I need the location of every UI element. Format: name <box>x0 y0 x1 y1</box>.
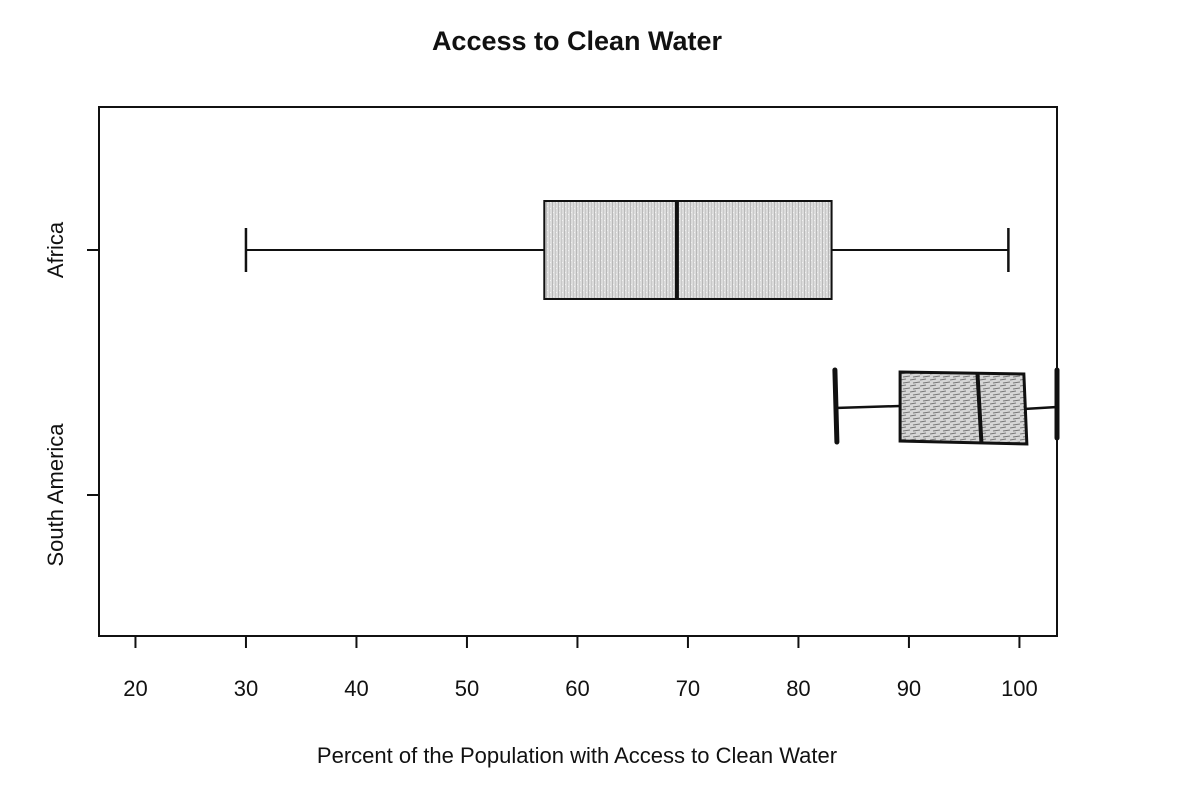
y-tick-label-africa: Africa <box>43 221 68 278</box>
x-tick-label: 50 <box>455 676 479 701</box>
chart-title: Access to Clean Water <box>432 26 723 56</box>
x-tick-label: 80 <box>786 676 810 701</box>
x-axis-label: Percent of the Population with Access to… <box>317 743 837 768</box>
x-tick-label: 70 <box>676 676 700 701</box>
box-africa <box>244 200 1010 300</box>
x-tick-label: 20 <box>123 676 147 701</box>
y-tick-label-south-america: South America <box>43 423 68 567</box>
iqr-box <box>898 370 1029 446</box>
whisker-high <box>1023 405 1058 411</box>
iqr-box <box>543 200 833 300</box>
x-tick-label: 90 <box>897 676 921 701</box>
box-south-america <box>832 367 1060 446</box>
median-line <box>975 372 984 444</box>
x-tick-label: 100 <box>1001 676 1038 701</box>
whisker-low <box>834 404 901 410</box>
x-tick-label: 40 <box>344 676 368 701</box>
x-tick-label: 30 <box>234 676 258 701</box>
x-tick-label: 60 <box>565 676 589 701</box>
whisker-cap-min <box>832 367 840 445</box>
